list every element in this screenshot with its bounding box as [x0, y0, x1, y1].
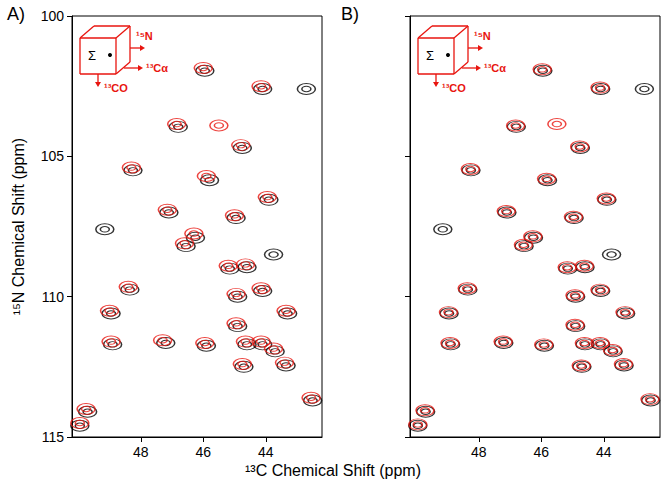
svg-text:48: 48: [133, 444, 149, 460]
svg-text:Σ: Σ: [88, 48, 96, 63]
svg-text:44: 44: [596, 444, 612, 460]
svg-text:44: 44: [258, 444, 274, 460]
svg-text:46: 46: [533, 444, 549, 460]
svg-text:B): B): [341, 4, 359, 24]
svg-text:¹⁵N: ¹⁵N: [474, 30, 491, 42]
svg-text:48: 48: [471, 444, 487, 460]
svg-text:105: 105: [41, 148, 65, 164]
svg-text:110: 110: [42, 289, 65, 305]
svg-text:¹³CO: ¹³CO: [442, 82, 466, 94]
svg-text:¹³Cα: ¹³Cα: [146, 62, 168, 74]
svg-text:A): A): [7, 4, 25, 24]
svg-text:46: 46: [195, 444, 211, 460]
svg-text:Σ: Σ: [426, 48, 434, 63]
svg-text:115: 115: [42, 429, 65, 445]
svg-text:¹³CO: ¹³CO: [104, 82, 128, 94]
svg-text:¹⁵N Chemical Shift (ppm): ¹⁵N Chemical Shift (ppm): [10, 138, 27, 315]
svg-text:¹³Cα: ¹³Cα: [484, 62, 506, 74]
svg-text:100: 100: [41, 8, 65, 24]
svg-text:¹³C Chemical Shift (ppm): ¹³C Chemical Shift (ppm): [245, 462, 421, 479]
svg-text:¹⁵N: ¹⁵N: [136, 30, 153, 42]
